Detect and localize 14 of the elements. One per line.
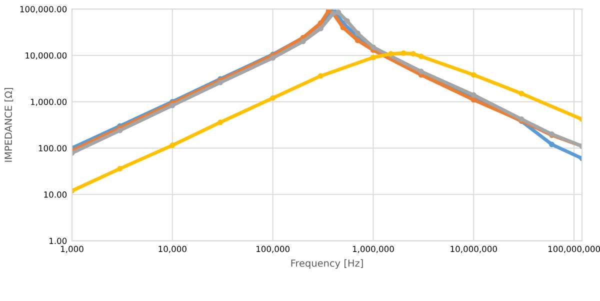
y-tick-label: 10,000.00 <box>26 52 67 60</box>
y-tick-label: 1.00 <box>50 238 67 244</box>
y-axis-title: IMPEDANCE [Ω] <box>4 88 14 162</box>
y-tick-label: 10.00 <box>44 191 67 198</box>
x-tick-label: 100,000 <box>256 246 290 253</box>
x-tick-label: 1,000,000 <box>352 246 394 253</box>
y-tick-label: 100,000.00 <box>20 6 67 14</box>
x-tick-label: 10,000 <box>158 246 186 253</box>
y-tick-label: 1,000.00 <box>30 98 67 106</box>
x-tick-label: 100,000,000 <box>548 246 600 253</box>
y-tick-label: 100.00 <box>38 145 67 152</box>
x-tick-label: 1,000 <box>60 246 84 253</box>
x-tick-label: 10,000,000 <box>450 246 497 253</box>
x-axis-title: Frequency [Hz] <box>291 259 363 269</box>
